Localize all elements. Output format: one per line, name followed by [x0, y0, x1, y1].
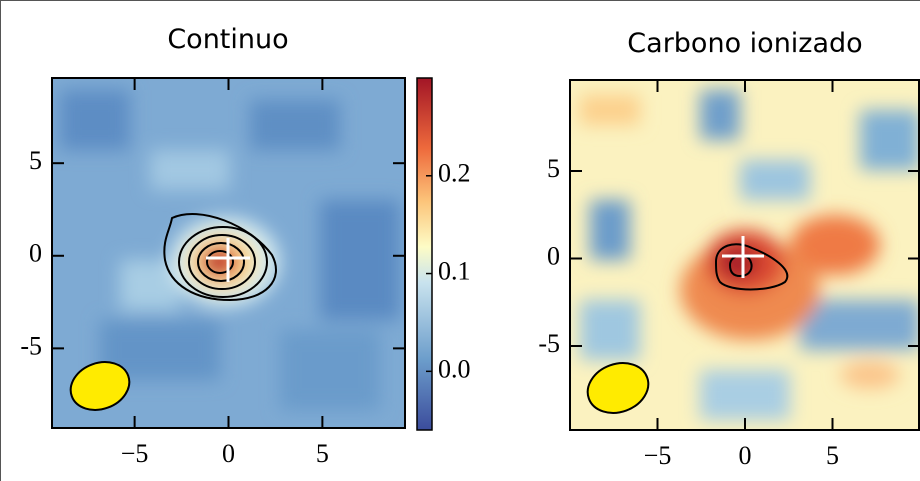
y-tick-label: 0 [29, 239, 42, 268]
x-tick-label: 0 [222, 439, 235, 468]
heatmap-carbono [570, 80, 920, 430]
x-tick-label: 0 [739, 441, 752, 470]
colorbar-tick-label: 0.0 [438, 354, 471, 383]
x-tick-label: −5 [121, 439, 149, 468]
y-tick-label: 0 [547, 241, 560, 270]
panel-title: Carbono ionizado [627, 28, 862, 59]
panel-title: Continuo [167, 24, 288, 55]
colorbar-tick-label: 0.2 [438, 159, 471, 188]
colorbar-frame [416, 77, 433, 431]
x-tick-label: −5 [644, 441, 672, 470]
y-tick-label: 5 [547, 154, 560, 183]
y-tick-label: -5 [538, 329, 560, 358]
y-tick-label: -5 [20, 331, 42, 360]
colorbar [417, 78, 432, 430]
x-tick-label: 5 [316, 439, 329, 468]
y-tick-label: 5 [29, 146, 42, 175]
x-tick-label: 5 [826, 441, 839, 470]
heatmap-continuo [52, 78, 405, 428]
colorbar-tick-label: 0.1 [438, 257, 471, 286]
